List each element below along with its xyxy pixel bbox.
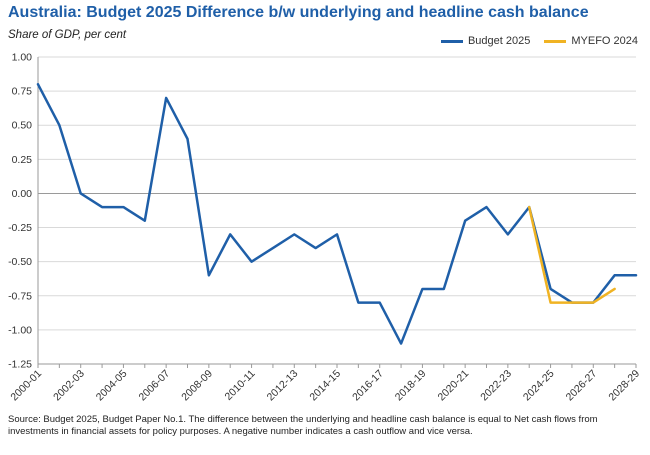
legend-swatch-budget-2025: [440, 39, 463, 43]
y-tick-label: -0.25: [8, 222, 32, 234]
x-tick-label: 2004-05: [94, 368, 130, 404]
x-tick-label: 2016-17: [350, 368, 386, 404]
legend-item-budget-2025: Budget 2025: [440, 35, 531, 47]
y-tick-label: -0.75: [8, 290, 32, 302]
x-tick-label: 2026-27: [564, 368, 600, 404]
legend-label-myefo-2024: MYEFO 2024: [571, 35, 638, 47]
source-note: Source: Budget 2025, Budget Paper No.1. …: [8, 414, 598, 437]
x-tick-label: 2020-21: [436, 368, 472, 404]
series-line-myefo-2024: [527, 205, 616, 304]
y-tick-label: 0.75: [12, 86, 33, 98]
chart-title: Australia: Budget 2025 Difference b/w un…: [8, 4, 589, 21]
x-tick-label: 2028-29: [606, 368, 642, 404]
series-line-budget-2025: [36, 83, 638, 345]
legend-item-myefo-2024: MYEFO 2024: [544, 35, 638, 47]
legend-swatch-myefo-2024: [544, 39, 567, 43]
x-tick-label: 2014-15: [307, 368, 343, 404]
x-tick-label: 2010-11: [223, 368, 258, 403]
x-tick-label: 2006-07: [137, 368, 173, 404]
y-tick-label: -1.00: [8, 324, 32, 336]
x-tick-label: 2012-13: [265, 368, 301, 404]
y-tick-label: 0.00: [12, 188, 33, 200]
y-tick-label: 0.25: [12, 154, 33, 166]
chart-subtitle: Share of GDP, per cent: [8, 29, 127, 41]
x-tick-label: 2022-23: [478, 368, 514, 404]
y-tick-label: -0.50: [8, 256, 32, 268]
x-tick-label: 2008-09: [179, 368, 215, 404]
y-tick-label: 1.00: [12, 52, 33, 64]
legend-label-budget-2025: Budget 2025: [467, 35, 531, 47]
x-tick-label: 2002-03: [51, 368, 87, 404]
y-tick-label: 0.50: [12, 120, 33, 132]
x-tick-label: 2018-19: [393, 368, 429, 404]
legend: Budget 2025 MYEFO 2024: [440, 35, 638, 47]
y-tick-label: -1.25: [8, 359, 32, 371]
x-tick-label: 2024-25: [521, 368, 557, 404]
x-tick-label: 2000-01: [8, 368, 44, 404]
